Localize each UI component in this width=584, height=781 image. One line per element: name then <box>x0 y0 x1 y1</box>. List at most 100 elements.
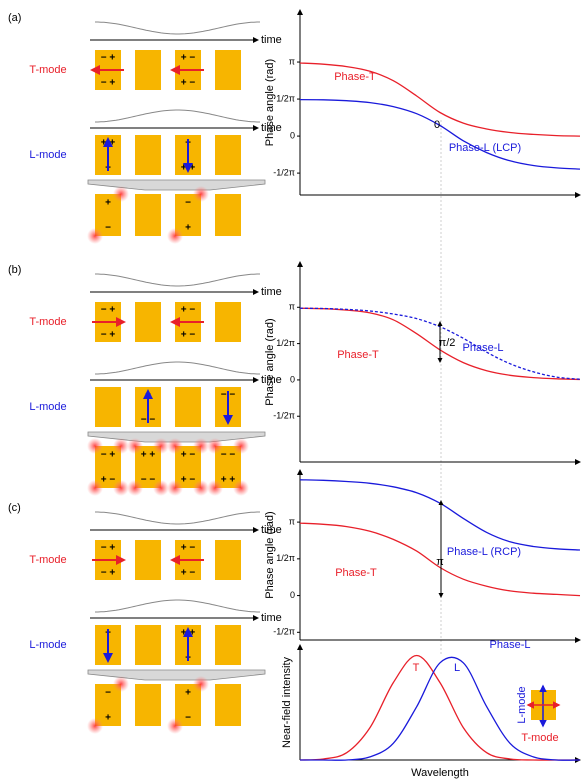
series-label: Phase-T <box>335 567 377 579</box>
metal-block <box>135 302 161 342</box>
metal-block <box>175 194 201 236</box>
panel-label: (a) <box>8 12 21 24</box>
data-line <box>299 98 581 170</box>
y-axis-label: Phase angle (rad) <box>264 318 276 405</box>
metal-block <box>215 540 241 580</box>
x-axis-label: Wavelength <box>411 767 469 779</box>
charge: − <box>185 713 191 724</box>
metal-block <box>215 50 241 90</box>
hot-spot <box>113 438 129 454</box>
hot-spot <box>113 186 129 202</box>
y-tick-label: 0 <box>290 590 295 600</box>
y-tick-label: π <box>289 302 295 312</box>
hot-spot <box>87 438 103 454</box>
hot-spot <box>87 718 103 734</box>
charge: + − <box>181 543 196 554</box>
time-label: time <box>261 122 282 134</box>
series-label: L <box>454 662 460 674</box>
charge: + − <box>181 305 196 316</box>
time-label: time <box>261 374 282 386</box>
metal-block <box>215 625 241 665</box>
mode-label: T-mode <box>29 316 66 328</box>
data-line <box>299 654 580 761</box>
y-tick-label: 1/2π <box>276 553 295 563</box>
panel-label: (b) <box>8 264 21 276</box>
metal-block <box>95 194 121 236</box>
charge: − − <box>221 450 236 461</box>
hot-spot <box>167 438 183 454</box>
charge: + − <box>181 78 196 89</box>
time-wave <box>95 599 260 613</box>
hot-spot <box>153 438 169 454</box>
charge: − + <box>101 78 116 89</box>
time-wave <box>95 21 260 35</box>
hot-spot <box>113 480 129 496</box>
charge: + <box>185 223 191 234</box>
charge: + <box>185 688 191 699</box>
metal-block <box>95 387 121 427</box>
mode-label: T-mode <box>29 64 66 76</box>
hot-spot <box>207 438 223 454</box>
charge: − − <box>141 475 156 486</box>
time-label: time <box>261 612 282 624</box>
series-label: Phase-L <box>463 342 504 354</box>
hot-spot <box>87 228 103 244</box>
charge: + − <box>181 450 196 461</box>
process-arrow <box>87 179 266 191</box>
annotation: 0 <box>434 119 440 131</box>
data-line <box>299 479 581 551</box>
metal-block <box>175 387 201 427</box>
metal-block <box>95 684 121 726</box>
hot-spot <box>193 676 209 692</box>
metal-block <box>95 446 121 488</box>
hot-spot <box>193 438 209 454</box>
y-tick-label: π <box>289 516 295 526</box>
hot-spot <box>193 186 209 202</box>
mode-label: L-mode <box>29 401 66 413</box>
charge: + − <box>181 568 196 579</box>
time-wave <box>95 109 260 123</box>
y-tick-label: -1/2π <box>273 167 295 177</box>
time-label: time <box>261 34 282 46</box>
series-label: Phase-T <box>337 349 379 361</box>
metal-block <box>135 50 161 90</box>
hot-spot <box>167 480 183 496</box>
charge: + − <box>101 475 116 486</box>
series-label: Phase-L (LCP) <box>449 142 521 154</box>
metal-block <box>215 446 241 488</box>
hot-spot <box>167 228 183 244</box>
hot-spot <box>167 718 183 734</box>
time-wave <box>95 273 260 287</box>
metal-block <box>215 135 241 175</box>
y-axis-label: Phase angle (rad) <box>264 59 276 146</box>
charge: − <box>105 223 111 234</box>
metal-block <box>175 446 201 488</box>
hot-spot <box>193 480 209 496</box>
annotation: T-mode <box>521 732 558 744</box>
series-label: Phase-T <box>334 71 376 83</box>
charge: + − <box>181 475 196 486</box>
y-axis-label: Near-field intensity <box>281 656 293 748</box>
data-line <box>299 62 581 137</box>
y-tick-label: -1/2π <box>273 411 295 421</box>
charge: − + <box>101 450 116 461</box>
hot-spot <box>153 480 169 496</box>
charge: − + <box>101 305 116 316</box>
metal-block <box>135 135 161 175</box>
series-label: Phase-L (RCP) <box>447 546 521 558</box>
charge: − <box>105 688 111 699</box>
panel-label: (c) <box>8 502 21 514</box>
y-tick-label: π <box>289 56 295 66</box>
time-wave <box>95 511 260 525</box>
metal-block <box>135 540 161 580</box>
charge: + + <box>221 475 236 486</box>
hot-spot <box>127 438 143 454</box>
metal-block <box>135 625 161 665</box>
charge: − + <box>101 330 116 341</box>
metal-block <box>215 302 241 342</box>
metal-block <box>175 684 201 726</box>
y-tick-label: -1/2π <box>273 627 295 637</box>
time-label: time <box>261 286 282 298</box>
y-tick-label: 0 <box>290 374 295 384</box>
